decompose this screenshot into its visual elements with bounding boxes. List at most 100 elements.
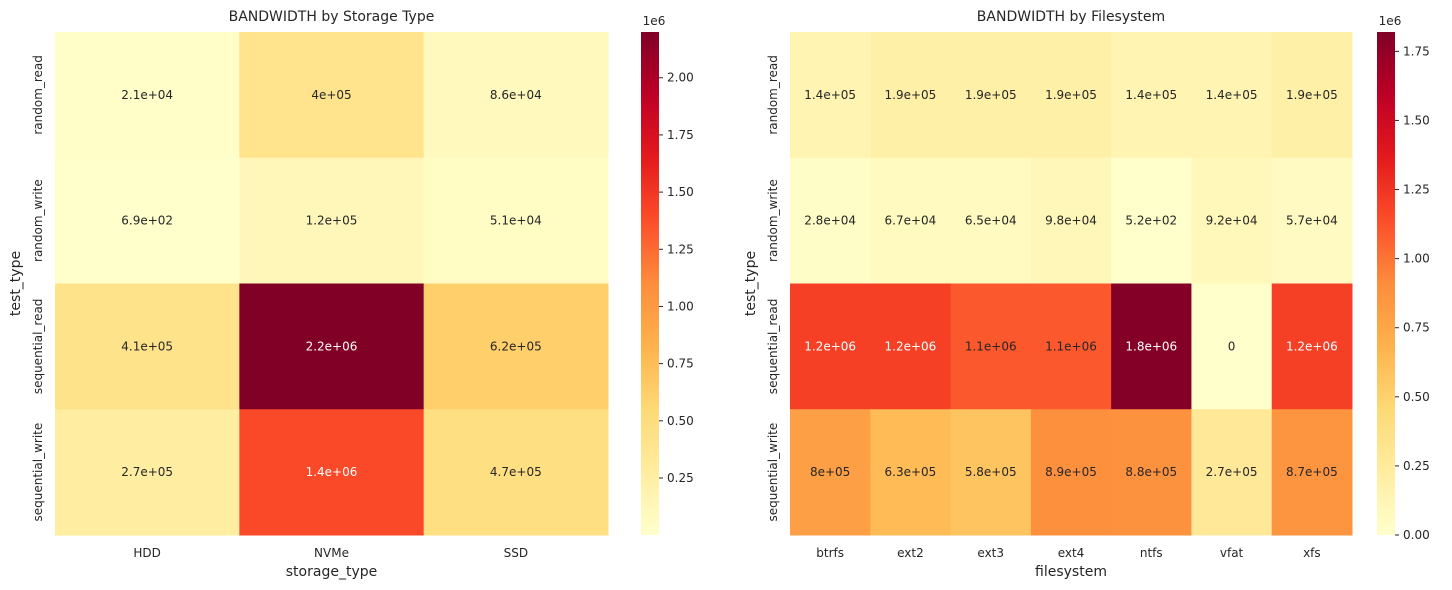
heatmap-cell bbox=[423, 283, 609, 410]
y-tick-label: random_read bbox=[766, 55, 780, 135]
colorbar-tick-label: 0.75 bbox=[667, 357, 694, 371]
cell-label: 1.1e+06 bbox=[1045, 339, 1097, 353]
cell-label: 1.2e+06 bbox=[1286, 339, 1338, 353]
heatmap-cell bbox=[870, 409, 952, 536]
cell-label: 5.2e+02 bbox=[1125, 214, 1177, 228]
y-axis-label: test_type bbox=[8, 251, 24, 316]
cell-label: 0 bbox=[1228, 339, 1236, 353]
cell-label: 8.7e+05 bbox=[1286, 465, 1338, 479]
x-tick-label: NVMe bbox=[314, 546, 349, 560]
colorbar-tick-label: 1.00 bbox=[1403, 252, 1430, 266]
heatmap-cell bbox=[950, 32, 1032, 159]
heatmap-cell bbox=[790, 283, 871, 410]
x-axis-label: filesystem bbox=[1035, 564, 1107, 580]
x-tick-label: btrfs bbox=[816, 546, 844, 560]
colorbar-tick-label: 1.25 bbox=[1403, 183, 1430, 197]
y-tick-label: random_write bbox=[31, 179, 45, 262]
cell-label: 8.9e+05 bbox=[1045, 465, 1097, 479]
x-tick-label: xfs bbox=[1303, 546, 1321, 560]
heatmap-cell bbox=[1111, 409, 1192, 536]
x-tick-label: HDD bbox=[133, 546, 161, 560]
heatmap-cell bbox=[1111, 157, 1192, 284]
cell-label: 6.3e+05 bbox=[885, 465, 937, 479]
heatmap-cell bbox=[1271, 409, 1353, 536]
chart-title: BANDWIDTH by Filesystem bbox=[977, 9, 1165, 25]
colorbar-tick-label: 1.00 bbox=[667, 299, 694, 313]
heatmap-cell bbox=[1191, 409, 1273, 536]
heatmap-cell bbox=[870, 157, 952, 284]
cell-label: 1.9e+05 bbox=[1286, 88, 1338, 102]
heatmap-filesystem: BANDWIDTH by Filesystem 1.4e+05 1.9e+05 1.9… bbox=[743, 9, 1430, 580]
cell-label: 2.7e+05 bbox=[1206, 465, 1258, 479]
colorbar-tick-label: 1.50 bbox=[667, 185, 694, 199]
y-tick-label: sequential_write bbox=[31, 423, 45, 522]
heatmap-cell bbox=[55, 157, 240, 284]
heatmap-cell bbox=[55, 409, 240, 536]
heatmap-cell bbox=[1030, 283, 1112, 410]
cell-label: 4.7e+05 bbox=[490, 465, 542, 479]
y-tick-label: sequential_read bbox=[31, 299, 45, 395]
colorbar-tick-label: 2.00 bbox=[667, 71, 694, 85]
colorbar-tick-label: 0.50 bbox=[1403, 390, 1430, 404]
heatmap-cell bbox=[790, 157, 871, 284]
chart-title: BANDWIDTH by Storage Type bbox=[229, 9, 435, 25]
cell-label: 1.9e+05 bbox=[885, 88, 937, 102]
heatmap-cell bbox=[1111, 32, 1192, 159]
cell-label: 6.7e+04 bbox=[885, 214, 937, 228]
cell-label: 2.1e+04 bbox=[121, 88, 173, 102]
heatmap-cell bbox=[1030, 32, 1112, 159]
cell-label: 1.1e+06 bbox=[965, 339, 1017, 353]
colorbar-tick-label: 0.00 bbox=[1403, 528, 1430, 542]
cell-label: 2.7e+05 bbox=[121, 465, 173, 479]
x-tick-label: ext4 bbox=[1058, 546, 1085, 560]
cell-label: 1.4e+06 bbox=[306, 465, 358, 479]
x-tick-label: ext3 bbox=[977, 546, 1004, 560]
colorbar-tick-label: 1.75 bbox=[667, 128, 694, 142]
cell-label: 5.1e+04 bbox=[490, 214, 542, 228]
heatmap-cell bbox=[239, 32, 425, 159]
y-axis-label: test_type bbox=[743, 251, 759, 316]
cell-label: 9.8e+04 bbox=[1045, 214, 1097, 228]
heatmap-cell bbox=[423, 32, 609, 159]
cell-label: 8.6e+04 bbox=[490, 88, 542, 102]
y-tick-label: random_read bbox=[31, 55, 45, 135]
colorbar-tick-label: 0.25 bbox=[667, 471, 694, 485]
x-tick-label: SSD bbox=[504, 546, 528, 560]
heatmap-cell bbox=[1111, 283, 1192, 410]
cell-label: 9.2e+04 bbox=[1206, 214, 1258, 228]
heatmap-cell bbox=[950, 283, 1032, 410]
x-axis-label: storage_type bbox=[286, 564, 377, 580]
y-tick-label: sequential_write bbox=[766, 423, 780, 522]
cell-label: 1.4e+05 bbox=[1125, 88, 1177, 102]
heatmap-cell bbox=[790, 409, 871, 536]
heatmap-cell bbox=[55, 283, 240, 410]
y-tick-label: sequential_read bbox=[766, 299, 780, 395]
heatmap-cell bbox=[239, 283, 425, 410]
x-tick-label: vfat bbox=[1220, 546, 1244, 560]
cell-label: 2.2e+06 bbox=[306, 339, 358, 353]
heatmap-cell bbox=[423, 409, 609, 536]
heatmap-cell bbox=[1191, 157, 1273, 284]
x-tick-label: ext2 bbox=[897, 546, 924, 560]
heatmap-cell bbox=[239, 157, 425, 284]
heatmap-storage-type: BANDWIDTH by Storage Type 2.1e+04 4e+05 8.6… bbox=[8, 9, 694, 580]
heatmap-cell bbox=[1271, 32, 1353, 159]
colorbar-tick-label: 1.50 bbox=[1403, 113, 1430, 127]
colorbar bbox=[641, 32, 659, 535]
heatmap-cell bbox=[1271, 157, 1353, 284]
cell-label: 1.8e+06 bbox=[1125, 339, 1177, 353]
x-tick-label: ntfs bbox=[1140, 546, 1163, 560]
cell-label: 1.4e+05 bbox=[804, 88, 856, 102]
cell-label: 4e+05 bbox=[311, 88, 351, 102]
cell-label: 5.7e+04 bbox=[1286, 214, 1338, 228]
heatmap-cell bbox=[1191, 283, 1273, 410]
cell-label: 1.2e+05 bbox=[306, 214, 358, 228]
heatmap-cell bbox=[950, 157, 1032, 284]
cell-label: 1.9e+05 bbox=[965, 88, 1017, 102]
cell-label: 6.9e+02 bbox=[121, 214, 173, 228]
cell-label: 1.2e+06 bbox=[804, 339, 856, 353]
colorbar-offset-label: 1e6 bbox=[643, 14, 666, 28]
cell-label: 6.5e+04 bbox=[965, 214, 1017, 228]
heatmap-cell bbox=[239, 409, 425, 536]
